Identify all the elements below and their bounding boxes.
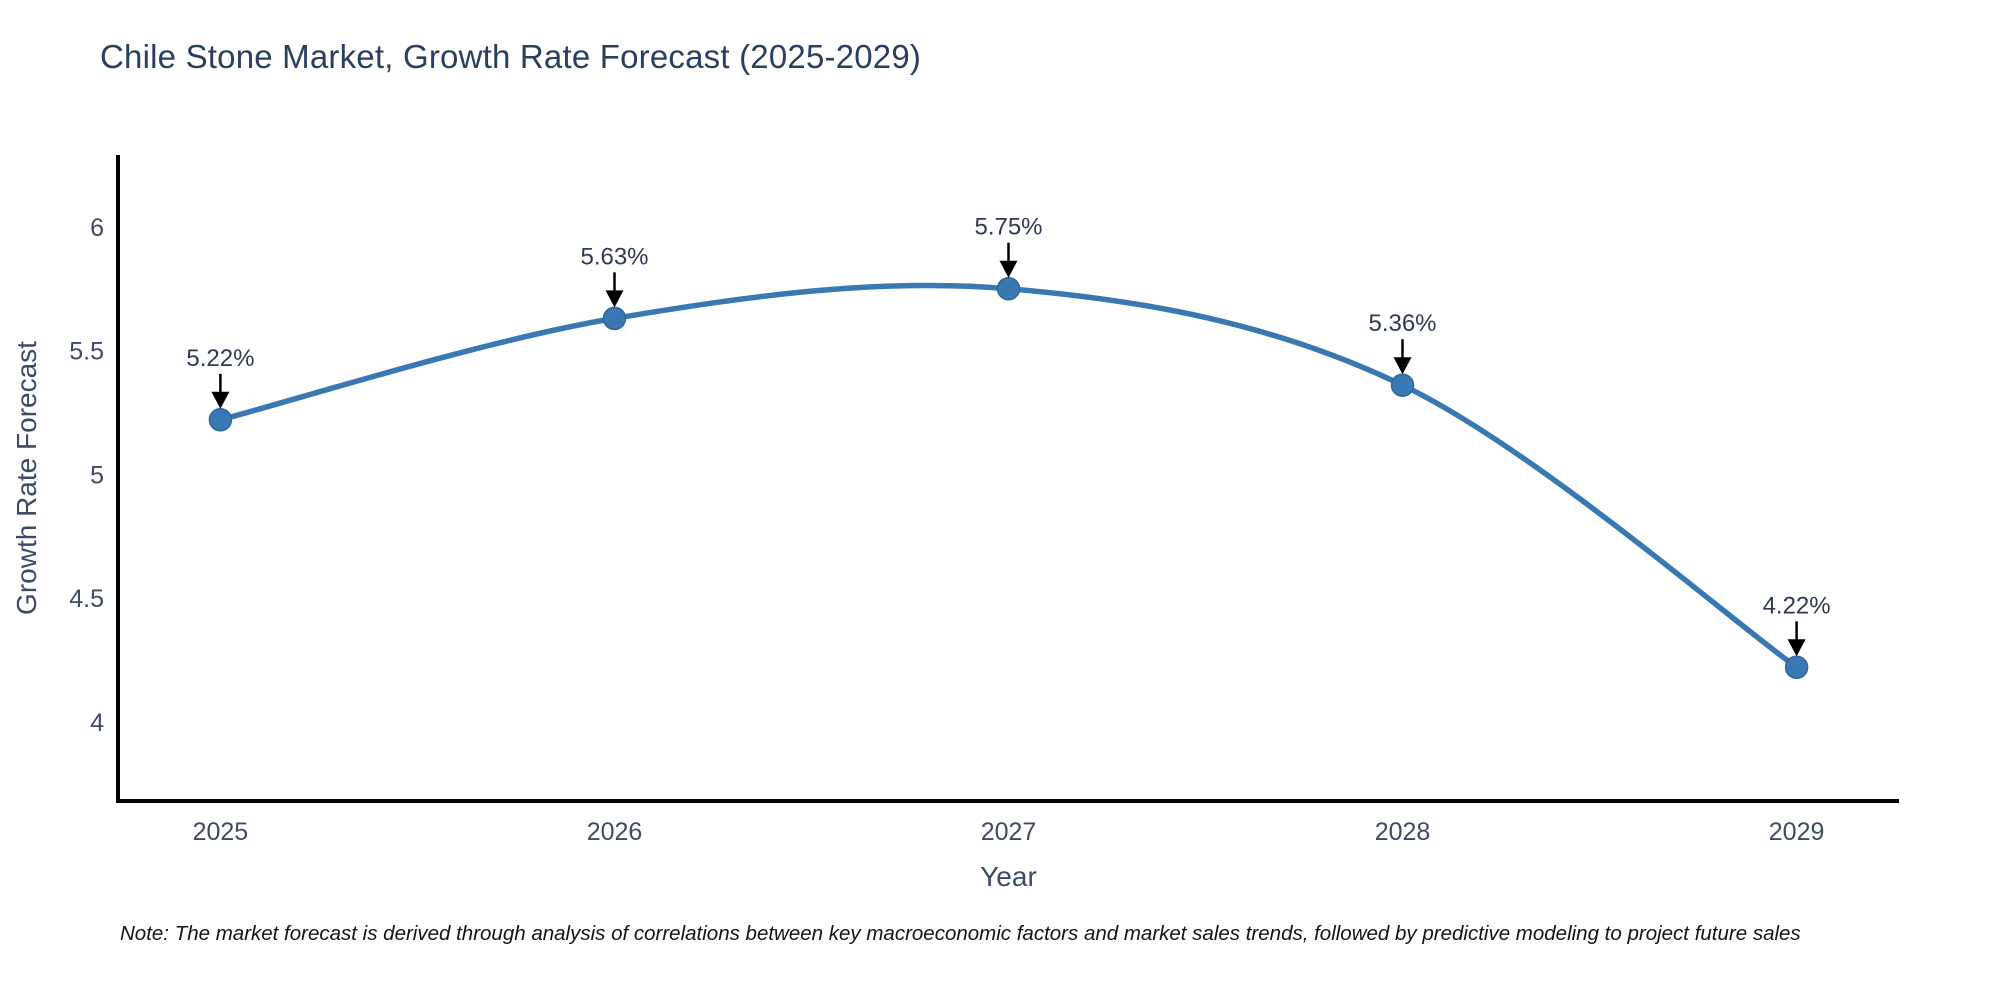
x-tick-label: 2026 xyxy=(587,818,643,846)
chart-title: Chile Stone Market, Growth Rate Forecast… xyxy=(100,38,922,75)
footnote: Note: The market forecast is derived thr… xyxy=(120,922,1801,945)
x-tick-label: 2028 xyxy=(1375,818,1431,846)
y-axis-title: Growth Rate Forecast xyxy=(11,341,42,615)
point-value-label: 5.63% xyxy=(580,243,648,270)
trend-line xyxy=(217,282,1800,671)
annotation-arrow-head xyxy=(1393,357,1412,375)
annotation-arrow-head xyxy=(211,391,230,409)
data-point-marker xyxy=(996,276,1021,301)
point-value-label: 5.36% xyxy=(1368,310,1436,337)
x-tick-label: 2029 xyxy=(1769,818,1825,846)
data-point-marker xyxy=(602,306,627,331)
annotation-arrow-head xyxy=(999,260,1018,278)
y-tick-label: 4.5 xyxy=(69,585,104,613)
annotation-arrow-head xyxy=(605,290,624,308)
point-value-label: 5.75% xyxy=(974,214,1042,241)
point-value-label: 4.22% xyxy=(1763,592,1831,619)
y-tick-label: 5 xyxy=(90,461,104,489)
data-point-marker xyxy=(208,408,233,432)
x-axis-title: Year xyxy=(980,861,1037,892)
y-tick-label: 6 xyxy=(90,214,104,242)
y-tick-label: 5.5 xyxy=(69,338,104,366)
data-point-marker xyxy=(1784,655,1809,680)
annotation-arrow-head xyxy=(1787,639,1806,657)
x-tick-label: 2027 xyxy=(981,818,1037,846)
data-point-marker xyxy=(1390,373,1415,397)
y-tick-label: 4 xyxy=(90,709,104,737)
point-value-label: 5.22% xyxy=(186,345,254,372)
x-tick-label: 2025 xyxy=(193,818,249,846)
